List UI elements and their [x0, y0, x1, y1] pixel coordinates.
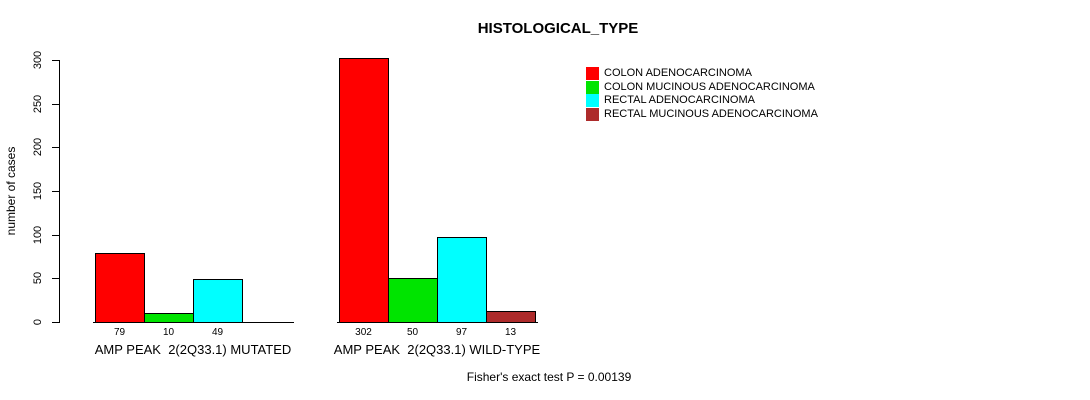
bar-value-label: 10 [162, 327, 175, 338]
y-axis-tick [52, 147, 59, 148]
bar-rectal-adenocarcinoma [437, 237, 487, 323]
bar-rectal-adenocarcinoma [193, 279, 243, 323]
y-axis-tick [52, 104, 59, 105]
legend-label-colon-mucinous-adenocarcinoma: COLON MUCINOUS ADENOCARCINOMA [604, 81, 815, 93]
bar-value-label: 49 [211, 327, 224, 338]
y-axis-tick-label: 300 [32, 50, 44, 70]
legend-label-colon-adenocarcinoma: COLON ADENOCARCINOMA [604, 67, 752, 79]
y-axis-tick [52, 191, 59, 192]
legend-label-rectal-adenocarcinoma: RECTAL ADENOCARCINOMA [604, 94, 755, 106]
bar-value-label: 79 [113, 327, 126, 338]
y-axis-tick-label: 50 [32, 271, 44, 285]
y-axis-tick [52, 60, 59, 61]
y-axis-tick [52, 322, 59, 323]
legend-swatch-rectal-adenocarcinoma [586, 94, 599, 107]
bar-colon-mucinous-adenocarcinoma [388, 278, 438, 323]
bar-colon-adenocarcinoma [95, 253, 145, 323]
y-axis-label: number of cases [4, 146, 18, 236]
legend-swatch-rectal-mucinous-adenocarcinoma [586, 108, 599, 121]
bar-value-label: 50 [406, 327, 419, 338]
bar-colon-adenocarcinoma [339, 58, 389, 323]
y-axis-tick-label: 200 [32, 137, 44, 157]
y-axis-tick [52, 278, 59, 279]
legend-swatch-colon-mucinous-adenocarcinoma [586, 81, 599, 94]
bar-colon-mucinous-adenocarcinoma [144, 313, 194, 323]
chart-title: HISTOLOGICAL_TYPE [477, 20, 639, 37]
y-axis-tick-label: 0 [32, 318, 44, 326]
x-axis-group-label: AMP PEAK 2(2Q33.1) WILD-TYPE [333, 342, 541, 357]
y-axis-tick-label: 250 [32, 94, 44, 114]
y-axis-tick [52, 235, 59, 236]
y-axis-line [59, 60, 60, 323]
x-axis-group-label: AMP PEAK 2(2Q33.1) MUTATED [94, 342, 292, 357]
y-axis-tick-label: 100 [32, 225, 44, 245]
fisher-test-annotation: Fisher's exact test P = 0.00139 [466, 370, 632, 384]
bar-value-label: 97 [455, 327, 468, 338]
bar-value-label: 13 [504, 327, 517, 338]
legend-swatch-colon-adenocarcinoma [586, 67, 599, 80]
bar-value-label: 302 [355, 327, 372, 338]
y-axis-tick-label: 150 [32, 181, 44, 201]
legend-label-rectal-mucinous-adenocarcinoma: RECTAL MUCINOUS ADENOCARCINOMA [604, 108, 818, 120]
bar-rectal-mucinous-adenocarcinoma [486, 311, 536, 323]
